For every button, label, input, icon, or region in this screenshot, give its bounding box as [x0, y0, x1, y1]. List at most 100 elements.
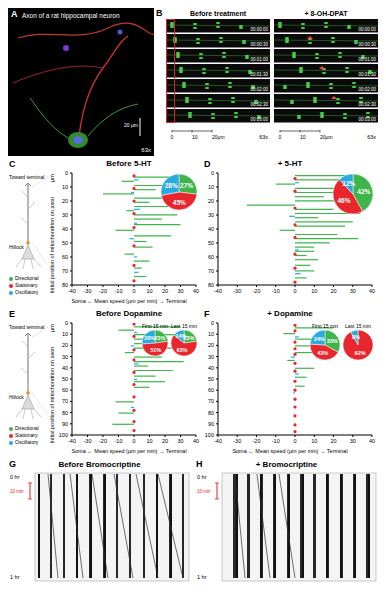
svg-text:60: 60 — [62, 254, 68, 260]
svg-text:0: 0 — [293, 288, 296, 294]
svg-text:40: 40 — [62, 365, 68, 371]
svg-text:26%: 26% — [144, 335, 155, 341]
svg-text:10: 10 — [311, 438, 317, 444]
svg-text:00:00:00: 00:00:00 — [250, 27, 268, 32]
svg-text:-20: -20 — [99, 288, 107, 294]
svg-text:30: 30 — [350, 288, 356, 294]
svg-text:43%: 43% — [317, 350, 328, 356]
svg-text:23%: 23% — [154, 335, 165, 341]
svg-text:0: 0 — [211, 320, 214, 326]
svg-text:µm: µm — [49, 324, 55, 332]
svg-text:-30: -30 — [233, 288, 241, 294]
svg-text:80: 80 — [62, 410, 68, 416]
svg-text:24%: 24% — [314, 336, 325, 342]
svg-text:00:01:30: 00:01:30 — [250, 72, 268, 77]
svg-text:63%: 63% — [176, 347, 187, 353]
svg-text:50: 50 — [208, 240, 214, 246]
svg-text:10: 10 — [300, 134, 306, 140]
svg-text:10: 10 — [208, 331, 214, 337]
svg-text:-30: -30 — [84, 288, 92, 294]
svg-text:0: 0 — [211, 170, 214, 176]
svg-text:40: 40 — [193, 438, 199, 444]
svg-text:40: 40 — [208, 226, 214, 232]
svg-text:-40: -40 — [68, 438, 76, 444]
svg-text:30: 30 — [177, 438, 183, 444]
svg-text:20µm: 20µm — [212, 134, 225, 140]
svg-text:51%: 51% — [150, 347, 161, 353]
svg-text:00:01:00: 00:01:00 — [250, 57, 268, 62]
svg-text:40: 40 — [62, 226, 68, 232]
svg-text:20µm: 20µm — [320, 134, 333, 140]
svg-text:60: 60 — [208, 254, 214, 260]
svg-text:-30: -30 — [84, 438, 92, 444]
svg-text:Toward terminal: Toward terminal — [9, 174, 44, 180]
svg-text:00:02:00: 00:02:00 — [358, 87, 376, 92]
svg-text:50: 50 — [62, 240, 68, 246]
svg-text:70: 70 — [62, 268, 68, 274]
svg-text:28%: 28% — [165, 182, 178, 189]
svg-text:45%: 45% — [173, 199, 186, 206]
svg-text:Hillock: Hillock — [9, 394, 24, 400]
svg-text:40: 40 — [193, 288, 199, 294]
svg-text:27%: 27% — [180, 182, 193, 189]
svg-text:0 hr: 0 hr — [10, 474, 20, 480]
svg-text:0: 0 — [132, 438, 135, 444]
svg-text:00:01:00: 00:01:00 — [358, 57, 376, 62]
svg-text:µm: µm — [49, 174, 55, 182]
svg-text:30: 30 — [208, 212, 214, 218]
svg-text:-40: -40 — [214, 288, 222, 294]
svg-text:20: 20 — [330, 438, 336, 444]
svg-text:-10: -10 — [115, 438, 123, 444]
svg-text:Toward terminal: Toward terminal — [9, 324, 44, 330]
svg-text:10 min: 10 min — [197, 489, 211, 494]
svg-text:80: 80 — [208, 410, 214, 416]
svg-text:00:03:00: 00:03:00 — [250, 117, 268, 122]
svg-text:0: 0 — [65, 320, 68, 326]
svg-text:20: 20 — [208, 342, 214, 348]
svg-text:Initial position of mitochondr: Initial position of mitochondrion on axo… — [49, 197, 55, 294]
svg-text:20: 20 — [208, 198, 214, 204]
svg-text:0: 0 — [293, 438, 296, 444]
svg-text:00:00:00: 00:00:00 — [358, 27, 376, 32]
svg-text:70: 70 — [208, 398, 214, 404]
svg-text:0: 0 — [132, 288, 135, 294]
svg-text:30: 30 — [177, 288, 183, 294]
svg-text:60: 60 — [208, 387, 214, 393]
svg-text:42%: 42% — [357, 188, 370, 195]
svg-text:-40: -40 — [68, 288, 76, 294]
svg-text:50: 50 — [62, 376, 68, 382]
svg-text:8%: 8% — [352, 334, 360, 340]
svg-text:46%: 46% — [337, 197, 350, 204]
svg-text:10: 10 — [62, 184, 68, 190]
svg-text:100: 100 — [205, 432, 214, 438]
svg-text:20: 20 — [62, 198, 68, 204]
svg-text:30: 30 — [350, 438, 356, 444]
svg-text:0 hr: 0 hr — [197, 474, 207, 480]
svg-text:0: 0 — [171, 134, 174, 140]
svg-text:-40: -40 — [214, 438, 222, 444]
svg-text:63x: 63x — [259, 134, 268, 140]
svg-text:-20: -20 — [99, 438, 107, 444]
svg-text:20: 20 — [62, 342, 68, 348]
svg-text:00:02:30: 00:02:30 — [250, 102, 268, 107]
svg-text:-20: -20 — [253, 288, 261, 294]
svg-text:10 min: 10 min — [10, 489, 24, 494]
svg-text:Initial position of mitochondr: Initial position of mitochondrion on axo… — [49, 347, 55, 444]
svg-text:10: 10 — [311, 288, 317, 294]
svg-text:12%: 12% — [342, 180, 355, 187]
svg-text:20: 20 — [162, 288, 168, 294]
svg-text:00:00:30: 00:00:30 — [358, 42, 376, 47]
svg-text:10: 10 — [146, 438, 152, 444]
svg-text:20: 20 — [330, 288, 336, 294]
svg-text:10: 10 — [62, 331, 68, 337]
svg-text:0: 0 — [65, 170, 68, 176]
svg-text:80: 80 — [62, 282, 68, 288]
svg-text:40: 40 — [208, 365, 214, 371]
svg-text:40: 40 — [369, 288, 375, 294]
svg-text:50: 50 — [208, 376, 214, 382]
svg-text:00:01:30: 00:01:30 — [358, 72, 376, 77]
svg-text:00:02:00: 00:02:00 — [250, 87, 268, 92]
svg-text:00:00:30: 00:00:30 — [250, 42, 268, 47]
svg-text:63x: 63x — [367, 134, 376, 140]
svg-text:80: 80 — [208, 282, 214, 288]
